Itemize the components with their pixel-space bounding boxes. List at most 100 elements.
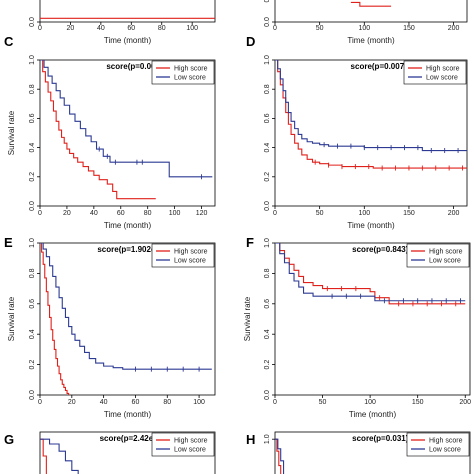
plot-frame (274, 59, 468, 207)
x-tick-label: 150 (403, 210, 415, 217)
panel-label: H (246, 432, 255, 447)
y-tick-label: 0.6 (264, 113, 271, 123)
x-tick-label: 40 (97, 25, 105, 32)
x-tick-label: 100 (358, 25, 370, 32)
x-tick-label: 100 (193, 399, 205, 406)
y-tick-label: 0.4 (29, 143, 36, 153)
chart-panel-top-1: 0 20 40 60 80 100 0.0 Time (month) (29, 0, 216, 45)
panel-label: C (4, 34, 14, 49)
plot-frame (274, 242, 471, 396)
series-high-score (40, 60, 156, 200)
x-tick-label: 50 (316, 25, 324, 32)
y-tick-label: 0.4 (264, 143, 271, 153)
km-curve-high (350, 1, 392, 7)
series-low-score (275, 243, 466, 304)
chart-title: score(p=0.007) (351, 62, 408, 71)
x-tick-label: 150 (403, 25, 415, 32)
x-tick-label: 40 (90, 210, 98, 217)
y-tick-label: 0.6 (29, 299, 36, 309)
panel-label: F (246, 235, 254, 250)
legend-box (151, 60, 215, 85)
x-tick-label: 0 (273, 210, 277, 217)
y-tick-label: 0.2 (29, 360, 36, 370)
x-axis-label: Time (month) (104, 410, 152, 419)
x-tick-label: 200 (448, 25, 460, 32)
y-axis-label: Survival rate (7, 296, 16, 341)
y-tick-label: 0.2 (264, 0, 271, 2)
panel-label: E (4, 235, 13, 250)
series-low-score (40, 243, 212, 372)
legend-box (406, 243, 470, 268)
y-axis-label: Survival rate (243, 296, 252, 341)
x-tick-label: 80 (163, 399, 171, 406)
km-curve-high (275, 438, 282, 474)
legend-box (151, 243, 215, 268)
km-curve-low (275, 60, 467, 152)
km-curve-low (40, 438, 79, 474)
x-tick-label: 0 (38, 210, 42, 217)
x-tick-label: 200 (448, 210, 460, 217)
legend-label: Low score (426, 75, 458, 82)
chart-title: score(p=1.902e−06) (97, 245, 172, 254)
series-low-score (275, 60, 467, 154)
series-low-score (275, 438, 285, 474)
panel-label: G (4, 432, 14, 447)
x-axis-label: Time (month) (349, 410, 397, 419)
legend-label: Low score (174, 258, 206, 265)
km-curve-high (40, 438, 47, 474)
x-tick-label: 80 (158, 25, 166, 32)
chart-panel-d: 0 50 100 150 200 0.0 0.2 0.4 0.6 0.8 1.0 Time (mont… (246, 34, 468, 230)
legend-label: Low score (174, 447, 206, 454)
x-tick-label: 200 (459, 399, 471, 406)
plot-frame (274, 431, 471, 474)
legend-label: High score (426, 66, 460, 73)
y-tick-label: 0.8 (264, 268, 271, 278)
legend-label: High score (174, 438, 208, 445)
x-axis-label: Time (month) (104, 36, 152, 45)
x-axis-label: Time (month) (104, 221, 152, 230)
x-tick-label: 80 (144, 210, 152, 217)
y-tick-label: 0.0 (29, 201, 36, 211)
series-high-score (350, 1, 392, 7)
legend-label: Low score (174, 75, 206, 82)
y-tick-label: 1.0 (29, 238, 36, 248)
x-tick-label: 0 (38, 25, 42, 32)
x-axis-label: Time (month) (347, 221, 395, 230)
y-tick-label: 0.0 (29, 17, 36, 27)
legend-label: High score (429, 249, 463, 256)
x-tick-label: 20 (68, 399, 76, 406)
y-tick-label: 0.2 (264, 172, 271, 182)
plot-frame (39, 242, 216, 396)
y-tick-label: 1.0 (264, 434, 271, 444)
legend-box (403, 60, 467, 85)
y-tick-label: 0.2 (264, 360, 271, 370)
y-axis-label: Survival rate (7, 110, 16, 155)
chart-title: score(p=0.843) (352, 245, 409, 254)
y-tick-label: 0.0 (264, 201, 271, 211)
legend-label: Low score (429, 258, 461, 265)
y-tick-label: 0.8 (29, 268, 36, 278)
legend: High score Low score (151, 60, 215, 85)
x-tick-label: 100 (364, 399, 376, 406)
legend: High score Low score (406, 432, 470, 457)
legend-label: High score (174, 66, 208, 73)
km-curve-low (275, 243, 466, 302)
x-tick-label: 100 (186, 25, 198, 32)
legend-label: Low score (429, 447, 461, 454)
series-low-score (40, 438, 79, 474)
y-tick-label: 0.0 (29, 390, 36, 400)
y-tick-label: 0.4 (29, 329, 36, 339)
x-tick-label: 100 (169, 210, 181, 217)
y-tick-label: 0.0 (264, 17, 271, 27)
y-tick-label: 1.0 (29, 55, 36, 65)
chart-panel-e: 0 20 40 60 80 100 0.0 0.2 0.4 0.6 0.8 1.0 Time (mont… (4, 235, 216, 419)
y-tick-label: 0.6 (29, 113, 36, 123)
x-tick-label: 20 (67, 25, 75, 32)
series-high-score (40, 243, 70, 395)
series-high-score (40, 438, 47, 474)
panel-label: D (246, 34, 255, 49)
x-tick-label: 0 (273, 399, 277, 406)
chart-title: score(p=0.031) (352, 434, 409, 443)
